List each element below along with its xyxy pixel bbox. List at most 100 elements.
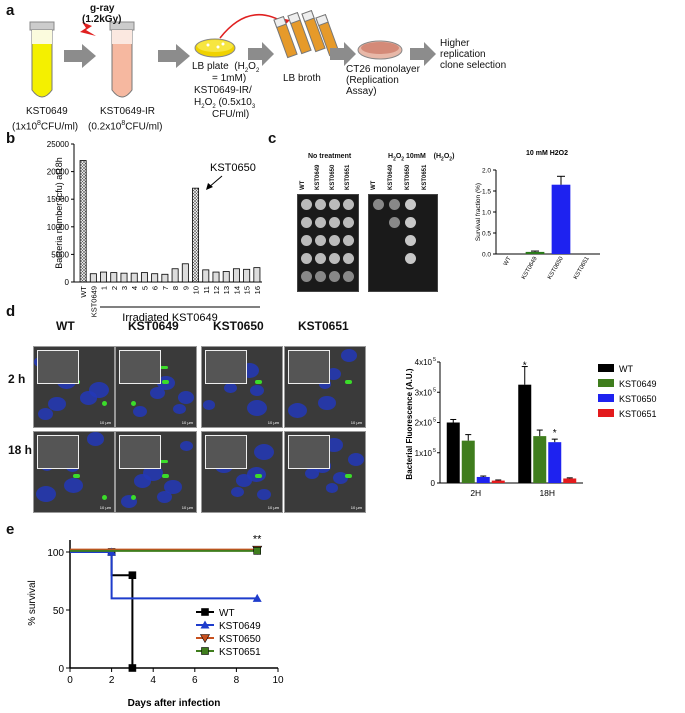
b-bar — [100, 271, 108, 283]
h2o2-label: H2O2 10mM (H2O2) — [388, 153, 455, 163]
cell-nucleus — [203, 400, 215, 410]
d-bar — [446, 422, 460, 483]
broth-label: LB broth — [283, 73, 321, 84]
plate-line2: = 1mM) — [212, 73, 247, 84]
d-ytick-exp: 5 — [433, 387, 436, 393]
cell-nucleus — [180, 441, 193, 452]
e-ylabel: % survival — [27, 580, 38, 626]
colony-spot — [315, 271, 326, 282]
cell-nucleus — [38, 408, 53, 420]
colony-spot — [329, 253, 340, 264]
b-xtick-label: 6 — [151, 286, 160, 290]
colony-spot — [343, 217, 354, 228]
b-bar — [140, 272, 148, 283]
micrograph-18h-wt: 10 µm — [33, 431, 115, 513]
c-ytick-label: 1.5 — [482, 189, 491, 196]
e-marker — [201, 647, 209, 655]
b-bar — [79, 160, 87, 283]
bacteria-signal — [102, 401, 107, 406]
e-xtick-label: 6 — [192, 675, 198, 686]
colony-spot — [329, 235, 340, 246]
d-xtick-label: 2H — [470, 488, 481, 498]
colony-spot — [329, 217, 340, 228]
bacteria-signal — [102, 495, 107, 500]
colony-spot — [405, 217, 416, 228]
b-xtick-label: 11 — [202, 286, 211, 294]
colony-spot — [343, 271, 354, 282]
colony-spot — [315, 253, 326, 264]
col-label-kst0651: KST0651 — [298, 319, 349, 333]
d-ytick-label: 4x10 — [415, 358, 433, 367]
b-bar — [212, 271, 220, 283]
panel-a-drawing — [29, 9, 436, 98]
ct26-line1: CT26 monolayer — [346, 64, 420, 75]
b-xtick-label: KST0649 — [89, 286, 98, 317]
d-ylabel: Bacterial Fluorescence (A.U.) — [405, 368, 414, 479]
scale-bar-label: 10 µm — [267, 420, 279, 425]
b-xtick-label: 4 — [130, 286, 139, 290]
final-line2: replication — [440, 49, 486, 60]
cell-nucleus — [257, 489, 271, 501]
cell-nucleus — [250, 385, 264, 397]
c-bar — [525, 251, 545, 254]
b-xtick-label: 1 — [100, 286, 109, 290]
scale-bar-label: 10 µm — [350, 505, 362, 510]
col-label-wt: WT — [56, 319, 75, 333]
b-annotation-arrowhead — [206, 183, 213, 190]
d-bar — [563, 478, 577, 483]
d-ytick-label: 0 — [431, 479, 436, 488]
micrograph-18h-kst0649: 10 µm — [115, 431, 197, 513]
b-xtick-label: 9 — [181, 286, 190, 290]
d-legend-swatch — [598, 394, 614, 402]
zoom-inset — [119, 350, 161, 384]
b-xtick-label: 14 — [232, 286, 241, 294]
d-ytick-label: 3x10 — [415, 388, 433, 397]
panel-label-a: a — [6, 2, 15, 19]
b-xtick-label: 16 — [253, 286, 262, 294]
panel-label-b: b — [6, 130, 16, 147]
cell-nucleus — [133, 406, 147, 418]
colony-spot — [329, 271, 340, 282]
e-ytick-label: 100 — [47, 548, 64, 559]
e-xtick-label: 10 — [272, 675, 284, 686]
zoom-inset — [288, 435, 330, 469]
e-series-line — [70, 551, 258, 600]
cell-nucleus — [157, 491, 172, 503]
d-bar — [548, 442, 562, 483]
b-xtick-label: 7 — [161, 286, 170, 290]
cell-nucleus — [143, 465, 163, 481]
d-ytick-label: 2x10 — [415, 419, 433, 428]
b-xtick-label: 10 — [192, 286, 201, 294]
colony-spot — [315, 217, 326, 228]
cell-nucleus — [89, 382, 109, 398]
scale-bar-label: 10 µm — [99, 420, 111, 425]
cell-nucleus — [341, 349, 357, 362]
d-legend-swatch — [598, 379, 614, 387]
e-ytick-label: 50 — [53, 606, 65, 617]
cell-nucleus — [326, 483, 338, 493]
b-bar — [120, 272, 128, 283]
e-marker — [253, 547, 261, 555]
colony-spot — [301, 217, 312, 228]
b-ytick-label: 15000 — [47, 195, 70, 204]
e-legend-label: KST0650 — [219, 634, 261, 645]
b-xtick-label: WT — [79, 286, 88, 298]
cell-nucleus — [164, 480, 182, 495]
row-label-2h: 2 h — [8, 372, 26, 386]
colony-spot — [343, 253, 354, 264]
d-bar — [491, 480, 505, 483]
plate-line4: H2O2 (0.5x103 — [194, 97, 256, 110]
cell-nucleus — [247, 400, 267, 416]
d-bar — [518, 384, 532, 483]
colony-spot — [405, 253, 416, 264]
tube1-name: KST0649 — [26, 106, 68, 117]
d-ytick-label: 1x10 — [415, 449, 433, 458]
b-xtick-label: 3 — [120, 286, 129, 290]
d-legend-swatch — [598, 364, 614, 372]
d-significance: * — [553, 428, 557, 439]
b-annotation: KST0650 — [210, 162, 256, 174]
c-xtick-label: WT — [503, 256, 513, 267]
colony-spot — [301, 199, 312, 210]
